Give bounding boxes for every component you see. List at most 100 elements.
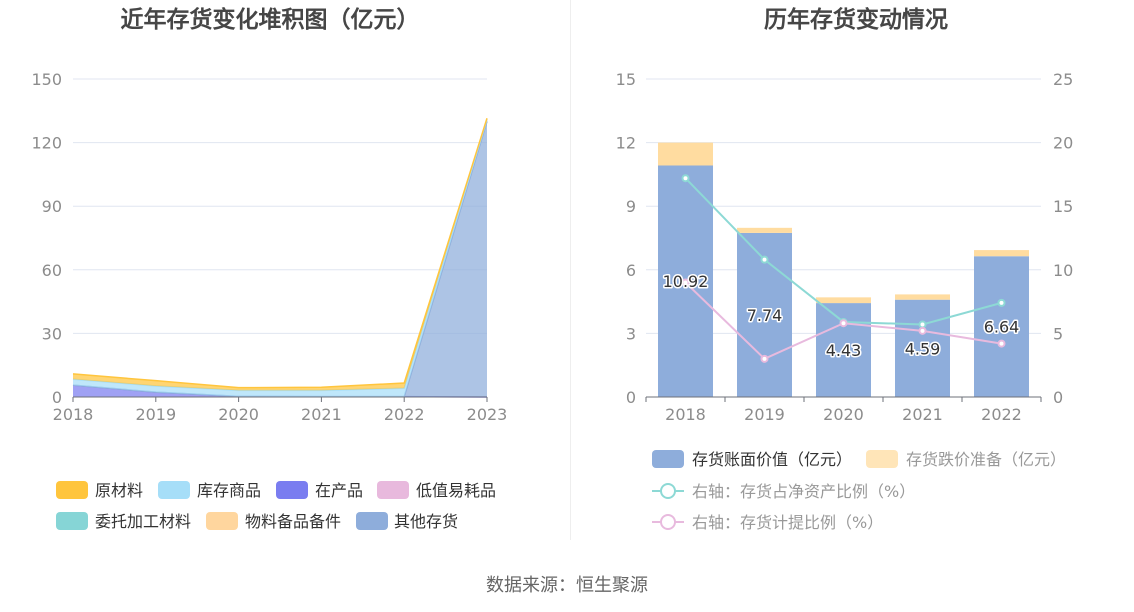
x-axis-tick-label: 2019 (135, 405, 176, 424)
legend-swatch (377, 481, 409, 499)
legend-label: 其他存货 (394, 512, 458, 531)
legend-label: 低值易耗品 (416, 481, 496, 500)
y-axis-tick-label: 150 (31, 70, 62, 89)
right-chart-legend: 存货账面价值（亿元） 存货跌价准备（亿元） 右轴：存货占净资产比例（%） 右轴：… (652, 450, 1066, 532)
line-point-net-assets-ratio (681, 174, 690, 183)
legend-item-low-value-consumables[interactable]: 低值易耗品 (377, 481, 496, 500)
legend-swatch (866, 450, 898, 468)
right-chart: 历年存货变动情况 0 3 6 9 12 15 0 5 10 15 20 25 2018 2019 2020… (616, 6, 1074, 532)
right-y-axis-tick-label: 10 (1053, 261, 1073, 280)
line-point-provision-ratio (760, 354, 769, 363)
right-y-axis-tick-label: 5 (1053, 324, 1063, 343)
left-chart-axes: 2018 2019 2020 2021 2022 2023 (53, 396, 508, 424)
legend-swatch (158, 481, 190, 499)
line-point-net-assets-ratio (918, 320, 927, 329)
legend-label: 在产品 (315, 481, 363, 500)
legend-swatch (206, 512, 238, 530)
stacked-area-work-in-progress (73, 385, 487, 397)
line-point-provision-ratio (997, 339, 1006, 348)
legend-item-finished-goods[interactable]: 库存商品 (158, 481, 261, 500)
y-axis-tick-label: 60 (42, 261, 62, 280)
y-axis-tick-label: 30 (42, 324, 62, 343)
line-point-provision-ratio (839, 319, 848, 328)
x-axis-tick-label: 2019 (744, 405, 785, 424)
legend-item-other-inventory[interactable]: 其他存货 (356, 512, 458, 531)
x-axis-tick-label: 2018 (53, 405, 94, 424)
x-axis-tick-label: 2021 (902, 405, 943, 424)
bar-segment-impairment-reserve (816, 297, 871, 304)
y-axis-tick-label: 120 (31, 134, 62, 153)
left-y-axis-tick-label: 6 (626, 261, 636, 280)
x-axis-tick-label: 2018 (665, 405, 706, 424)
legend-label: 物料备品备件 (245, 512, 341, 531)
legend-label: 右轴：存货占净资产比例（%） (692, 482, 915, 501)
legend-item-inventory-book-value[interactable]: 存货账面价值（亿元） (652, 450, 852, 469)
stacked-area-other-inventory (73, 121, 487, 398)
line-point-provision-ratio (681, 278, 690, 287)
legend-circle-icon (660, 483, 676, 499)
bar-data-label: 4.43 (826, 341, 862, 360)
line-point-net-assets-ratio (760, 255, 769, 264)
left-y-axis-tick-label: 12 (616, 134, 636, 153)
bar-data-label: 6.64 (984, 318, 1020, 337)
x-axis-tick-label: 2021 (301, 405, 342, 424)
right-y-axis-tick-label: 25 (1053, 70, 1073, 89)
bar-data-label: 7.74 (747, 306, 783, 325)
bar-segment-impairment-reserve (737, 227, 792, 233)
legend-label: 存货账面价值（亿元） (692, 450, 852, 469)
right-y-axis-tick-label: 0 (1053, 388, 1063, 407)
legend-item-inventory-to-net-assets-ratio[interactable]: 右轴：存货占净资产比例（%） (652, 482, 915, 501)
right-chart-title: 历年存货变动情况 (764, 6, 948, 33)
legend-item-consigned-processing-materials[interactable]: 委托加工材料 (56, 512, 191, 531)
right-chart-axes: 2018 2019 2020 2021 2022 (645, 396, 1042, 424)
legend-swatch (56, 481, 88, 499)
left-chart-legend: 原材料 库存商品 在产品 低值易耗品 委托加工材料 物料备品备件 (56, 481, 496, 531)
x-axis-tick-label: 2020 (823, 405, 864, 424)
right-y-axis-tick-label: 15 (1053, 197, 1073, 216)
legend-swatch (276, 481, 308, 499)
bar-data-label: 4.59 (905, 339, 941, 358)
left-chart: 近年存货变化堆积图（亿元） 0 30 60 90 120 150 2018 2019 2020… (31, 6, 507, 531)
bar-segment-impairment-reserve (895, 294, 950, 300)
legend-item-impairment-reserve[interactable]: 存货跌价准备（亿元） (866, 450, 1066, 469)
legend-item-spare-parts[interactable]: 物料备品备件 (206, 512, 341, 531)
x-axis-tick-label: 2022 (384, 405, 425, 424)
legend-circle-icon (660, 514, 676, 530)
line-point-net-assets-ratio (997, 298, 1006, 307)
bar-segment-impairment-reserve (658, 142, 713, 166)
left-y-axis-tick-label: 9 (626, 197, 636, 216)
bar-segment-book-value (974, 256, 1029, 397)
legend-label: 委托加工材料 (95, 512, 191, 531)
right-chart-data-labels: 10.92 7.74 4.43 4.59 6.64 (661, 271, 1021, 362)
legend-swatch (356, 512, 388, 530)
legend-item-raw-materials[interactable]: 原材料 (56, 481, 143, 500)
y-axis-tick-label: 0 (52, 388, 62, 407)
y-axis-tick-label: 90 (42, 197, 62, 216)
line-point-provision-ratio (918, 326, 927, 335)
left-chart-areas (72, 117, 488, 398)
x-axis-tick-label: 2022 (981, 405, 1022, 424)
legend-item-provision-ratio[interactable]: 右轴：存货计提比例（%） (652, 513, 883, 532)
legend-label: 存货跌价准备（亿元） (906, 450, 1066, 469)
legend-label: 右轴：存货计提比例（%） (692, 513, 883, 532)
right-y-axis-tick-label: 20 (1053, 134, 1073, 153)
bar-data-label: 10.92 (663, 272, 709, 291)
left-y-axis-tick-label: 15 (616, 70, 636, 89)
left-y-axis-tick-label: 3 (626, 324, 636, 343)
left-y-axis-tick-label: 0 (626, 388, 636, 407)
left-chart-title: 近年存货变化堆积图（亿元） (121, 6, 420, 33)
left-chart-grid: 0 30 60 90 120 150 (31, 70, 487, 407)
bar-segment-impairment-reserve (974, 250, 1029, 257)
right-chart-lines (681, 174, 1006, 363)
bar-segment-book-value (895, 299, 950, 397)
data-source-note: 数据来源：恒生聚源 (486, 575, 648, 596)
legend-item-work-in-progress[interactable]: 在产品 (276, 481, 363, 500)
legend-label: 原材料 (95, 481, 143, 500)
x-axis-tick-label: 2023 (467, 405, 508, 424)
stacked-area-line-raw-materials (72, 117, 488, 389)
legend-swatch (652, 450, 684, 468)
legend-label: 库存商品 (197, 481, 261, 500)
x-axis-tick-label: 2020 (218, 405, 259, 424)
legend-swatch (56, 512, 88, 530)
